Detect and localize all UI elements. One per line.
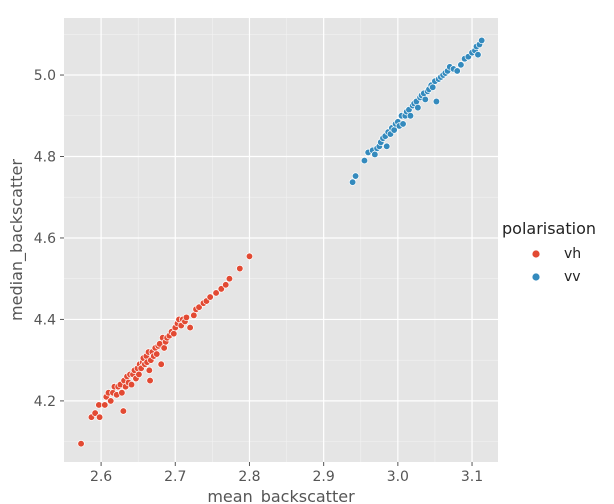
y-tick-label: 4.4 xyxy=(34,312,56,328)
data-point-vh xyxy=(101,401,109,409)
x-axis-title: mean_backscatter xyxy=(207,487,355,504)
data-point-vv xyxy=(383,142,391,150)
data-point-vh xyxy=(145,366,153,374)
y-tick-label: 4.6 xyxy=(34,231,56,247)
legend-label-vh: vh xyxy=(564,246,581,262)
data-point-vh xyxy=(236,264,244,273)
data-point-vh xyxy=(222,281,230,289)
data-point-vv xyxy=(406,112,415,120)
y-tick-label: 4.8 xyxy=(34,149,56,165)
data-point-vv xyxy=(478,36,486,45)
data-point-vv xyxy=(348,178,357,186)
data-points xyxy=(77,36,486,448)
data-point-vh xyxy=(206,293,214,301)
data-point-vv xyxy=(453,67,461,75)
data-point-vv xyxy=(457,61,465,69)
axis-ticks: 2.6 2.7 2.8 2.9 3.0 3.1 4.2 4.4 4.6 4.8 5.0 xyxy=(34,68,483,485)
legend-marker-vh xyxy=(531,249,541,259)
data-point-vv xyxy=(399,120,407,128)
data-point-vv xyxy=(432,97,441,106)
x-tick-label: 2.7 xyxy=(164,469,186,485)
grid-lines xyxy=(64,18,498,462)
data-point-vh xyxy=(107,397,115,405)
data-point-vh xyxy=(119,407,128,415)
x-tick-label: 2.6 xyxy=(90,469,112,485)
data-point-vh xyxy=(135,370,143,379)
x-tick-label: 3.1 xyxy=(461,469,483,485)
legend: polarisation vh vv xyxy=(502,219,596,285)
data-point-vv xyxy=(371,150,379,159)
data-point-vh xyxy=(91,409,99,417)
data-point-vh xyxy=(186,323,194,332)
data-point-vh xyxy=(212,289,220,297)
data-point-vv xyxy=(351,172,360,180)
data-point-vh xyxy=(217,285,225,293)
y-tick-label: 4.2 xyxy=(34,394,56,410)
data-point-vh xyxy=(127,380,136,389)
y-axis-title: median_backscatter xyxy=(7,159,27,321)
y-tick-label: 5.0 xyxy=(34,68,56,84)
data-point-vh xyxy=(95,413,104,421)
data-point-vv xyxy=(360,156,369,165)
data-point-vh xyxy=(245,252,254,260)
data-point-vh xyxy=(157,360,165,368)
data-point-vh xyxy=(160,344,168,352)
data-point-vh xyxy=(182,313,191,322)
x-tick-label: 2.9 xyxy=(313,469,335,485)
legend-title: polarisation xyxy=(502,219,596,238)
legend-label-vv: vv xyxy=(564,269,581,285)
x-tick-label: 3.0 xyxy=(387,469,409,485)
data-point-vh xyxy=(118,389,126,397)
data-point-vv xyxy=(474,51,482,59)
data-point-vv xyxy=(421,95,429,104)
data-point-vh xyxy=(146,376,154,385)
x-tick-label: 2.8 xyxy=(238,469,260,485)
data-point-vh xyxy=(195,303,203,311)
data-point-vh xyxy=(170,330,178,338)
data-point-vv xyxy=(429,83,437,91)
data-point-vh xyxy=(77,440,85,448)
data-point-vh xyxy=(153,350,161,358)
data-point-vh xyxy=(225,275,234,283)
data-point-vv xyxy=(414,103,422,112)
legend-marker-vv xyxy=(531,272,541,282)
data-point-vh xyxy=(190,311,198,320)
